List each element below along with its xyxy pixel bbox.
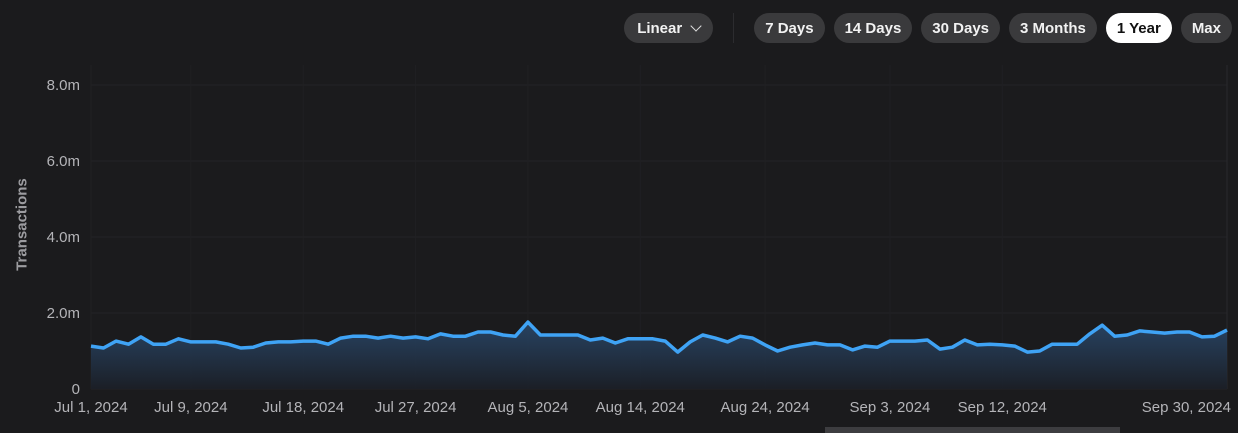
range-3-months-button[interactable]: 3 Months xyxy=(1009,13,1097,43)
range-30-days-button[interactable]: 30 Days xyxy=(921,13,1001,43)
scale-dropdown[interactable]: Linear xyxy=(624,13,714,43)
range-14-days-button[interactable]: 14 Days xyxy=(833,13,913,43)
divider xyxy=(733,13,735,43)
x-tick-label: Sep 30, 2024 xyxy=(1142,399,1231,416)
x-tick-label: Jul 9, 2024 xyxy=(154,399,227,416)
x-tick-label: Aug 5, 2024 xyxy=(487,399,568,416)
y-tick-label: 8.0m xyxy=(47,77,80,94)
y-tick-label: 4.0m xyxy=(47,229,80,246)
range-1-year-button[interactable]: 1 Year xyxy=(1105,13,1172,43)
x-tick-label: Jul 18, 2024 xyxy=(262,399,344,416)
y-tick-label: 6.0m xyxy=(47,153,80,170)
x-tick-label: Aug 14, 2024 xyxy=(596,399,685,416)
y-tick-label: 2.0m xyxy=(47,305,80,322)
x-tick-label: Sep 3, 2024 xyxy=(849,399,930,416)
x-tick-label: Jul 27, 2024 xyxy=(375,399,457,416)
x-tick-label: Jul 1, 2024 xyxy=(54,399,127,416)
range-max-button[interactable]: Max xyxy=(1180,13,1232,43)
range-7-days-button[interactable]: 7 Days xyxy=(754,13,825,43)
series-line xyxy=(90,320,1228,354)
x-tick-label: Sep 12, 2024 xyxy=(958,399,1047,416)
y-tick-label: 0 xyxy=(72,381,80,398)
horizontal-scrollbar[interactable] xyxy=(825,427,1120,433)
series-area xyxy=(91,322,1227,389)
toolbar: Linear 7 Days 14 Days 30 Days 3 Months 1… xyxy=(624,13,1232,43)
scale-label: Linear xyxy=(637,19,683,37)
x-tick-label: Aug 24, 2024 xyxy=(720,399,809,416)
